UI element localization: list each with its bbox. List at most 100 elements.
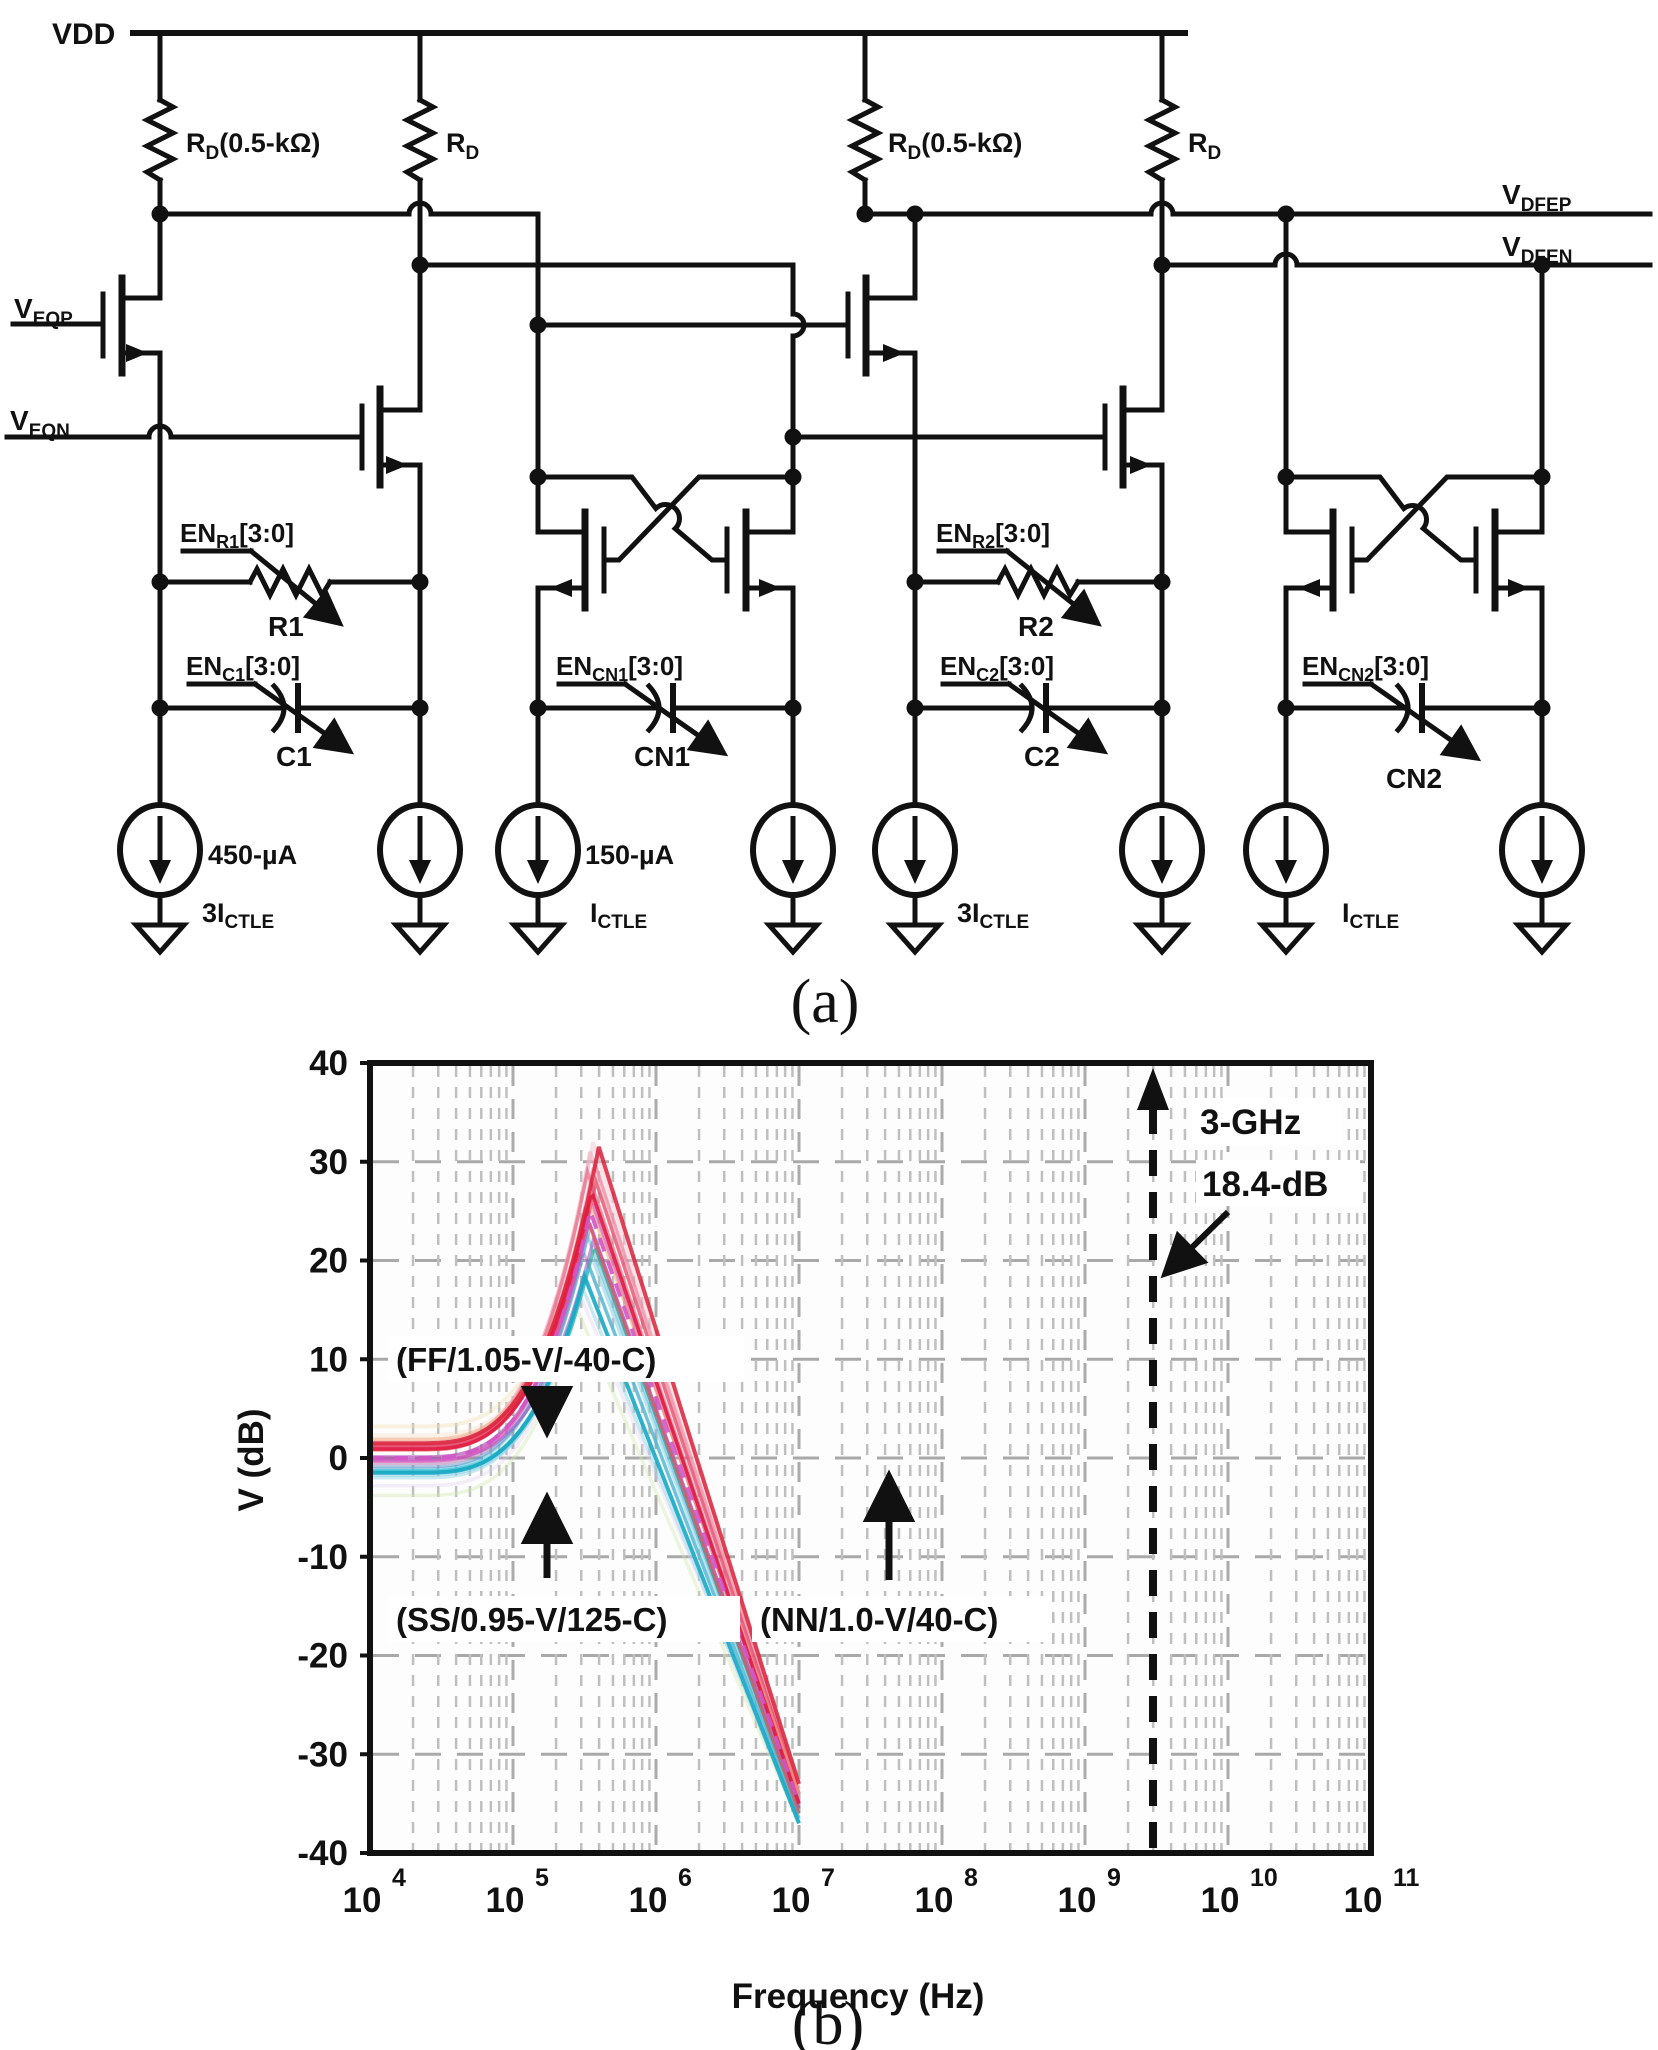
x-tick-exp-9: 9: [1107, 1864, 1121, 1892]
ground-symbol: [508, 922, 568, 956]
ctle-schematic: VDD RD(0.5-kΩ) RD RD(0.5-kΩ) RD: [4, 18, 1653, 1036]
vdd-rail: VDD: [52, 18, 1188, 51]
current-source-5: [872, 802, 958, 956]
x-tick-base-4: 10: [343, 1881, 382, 1920]
y-tick-40: 40: [309, 1044, 348, 1083]
load-resistor-rd4: RD: [1143, 30, 1221, 413]
current-source-1: [117, 802, 203, 956]
x-tick-exp-11: 11: [1393, 1864, 1420, 1892]
r2-variable-resistor: ENR2[3:0] R2: [912, 518, 1165, 642]
source-arrow: [550, 579, 572, 597]
ground-symbol: [390, 922, 450, 956]
nn-corner-text: (NN/1.0-V/40-C): [760, 1601, 998, 1638]
x-tick-base-5: 10: [486, 1881, 525, 1920]
down-arrow: [904, 860, 926, 884]
load-resistor-rd2: RD: [401, 30, 479, 413]
stage2-fet-top: [845, 211, 918, 808]
response-curves: [373, 1141, 801, 1825]
r2-trim-arrow: [1003, 547, 1102, 627]
c2-variable-capacitor: ENC2[3:0] C2: [912, 651, 1165, 772]
marker-arrow-up: [1137, 1068, 1169, 1110]
x-tick-exp-8: 8: [964, 1864, 978, 1892]
rd1-label: RD(0.5-kΩ): [186, 128, 320, 164]
en-cn2-label: ENCN2[3:0]: [1302, 651, 1429, 685]
r1-trim-arrow: [247, 547, 344, 627]
response-curve-2: [373, 1310, 801, 1825]
down-arrow: [1151, 860, 1173, 884]
xpair2-cross-wire-a: [1283, 474, 1479, 563]
ground-symbol: [763, 922, 823, 956]
y-tick-10: 10: [309, 1340, 348, 1379]
x-tick-base-7: 10: [772, 1881, 811, 1920]
panel-a-label: (a): [791, 968, 860, 1036]
rd3-label: RD(0.5-kΩ): [888, 128, 1022, 164]
3ghz-text: 3-GHz: [1200, 1103, 1301, 1142]
c2-trim-arrow: [1005, 680, 1109, 755]
x-tick-exp-7: 7: [821, 1864, 835, 1892]
ground-symbol: [1256, 922, 1316, 956]
down-arrow: [409, 860, 431, 884]
response-curve-19: [373, 1174, 801, 1795]
r1-label: R1: [268, 611, 304, 642]
vdfen-label: VDFEN: [1502, 231, 1572, 268]
vdd-label: VDD: [52, 18, 115, 51]
input-fet-veqp: [100, 274, 163, 377]
down-arrow: [149, 860, 171, 884]
current-source-3: [495, 802, 581, 956]
junction-dots: [151, 205, 1551, 717]
c1-variable-capacitor: ENC1[3:0] C1: [157, 651, 423, 772]
x-axis-ticks: 10 4 10 5 10 6 10 7 10 8 10 9 10 10 10 11: [343, 1864, 1420, 1920]
y-tick--30: -30: [297, 1735, 348, 1774]
ss-corner-text: (SS/0.95-V/125-C): [396, 1601, 667, 1638]
down-arrow: [527, 860, 549, 884]
x-tick-exp-10: 10: [1250, 1864, 1278, 1892]
y-axis-ticks: 40 30 20 10 0 -10 -20 -30 -40: [297, 1044, 370, 1873]
load-resistor-rd1: RD(0.5-kΩ): [141, 30, 320, 301]
annotation-peak-db: 18.4-dB: [1160, 1160, 1360, 1279]
rd4-label: RD: [1188, 128, 1221, 164]
source-arrow: [1130, 456, 1152, 474]
vdfep-wire: [862, 200, 1653, 217]
down-arrow: [782, 860, 804, 884]
r2-label: R2: [1018, 611, 1054, 642]
peak-arrow: [1160, 1209, 1231, 1279]
veqn-label: VEQN: [10, 405, 70, 442]
en-cn1-label: ENCN1[3:0]: [556, 651, 683, 685]
annotation-ff-corner: (FF/1.05-V/-40-C): [388, 1336, 744, 1439]
peak-db-text: 18.4-dB: [1202, 1165, 1328, 1204]
y-tick-20: 20: [309, 1242, 348, 1281]
ground-symbol: [130, 922, 190, 956]
ictle-label-2: ICTLE: [1342, 898, 1399, 933]
y-axis-title: V (dB): [232, 1408, 271, 1511]
annotation-ss-corner: (SS/0.95-V/125-C): [388, 1491, 740, 1642]
i3ctle-label-1: 3ICTLE: [202, 898, 274, 933]
x-tick-base-8: 10: [915, 1881, 954, 1920]
x-axis-title: Frequency (Hz): [732, 1977, 985, 2016]
current-source-4: [750, 802, 836, 956]
bias-450ua-label: 450-µA: [208, 840, 297, 870]
x-tick-exp-6: 6: [678, 1864, 692, 1892]
cn2-variable-capacitor: ENCN2[3:0] CN2: [1283, 651, 1545, 794]
xpair2-cell: [1283, 211, 1545, 808]
net-b-wire: [417, 262, 807, 535]
source-arrow: [126, 344, 148, 362]
vdfen-wire: [1159, 251, 1653, 268]
y-tick--20: -20: [297, 1637, 348, 1676]
tail-current-sources: [117, 802, 1585, 956]
en-r2-label: ENR2[3:0]: [936, 518, 1050, 552]
stage2-fet-bottom: [1102, 385, 1165, 808]
veqp-label: VEQP: [14, 293, 73, 330]
current-source-2: [377, 802, 463, 956]
source-arrow: [759, 579, 781, 597]
c2-label: C2: [1024, 741, 1060, 772]
source-arrow: [386, 456, 408, 474]
r1-variable-resistor: ENR1[3:0] R1: [157, 518, 423, 642]
xpair1-cell: [535, 474, 796, 808]
down-arrow: [1531, 860, 1553, 884]
cn1-trim-arrow: [621, 680, 729, 757]
y-tick--10: -10: [297, 1538, 348, 1577]
ground-symbol: [1132, 922, 1192, 956]
response-curve-24: [373, 1192, 801, 1805]
annotation-nn-corner: (NN/1.0-V/40-C): [752, 1469, 1052, 1642]
